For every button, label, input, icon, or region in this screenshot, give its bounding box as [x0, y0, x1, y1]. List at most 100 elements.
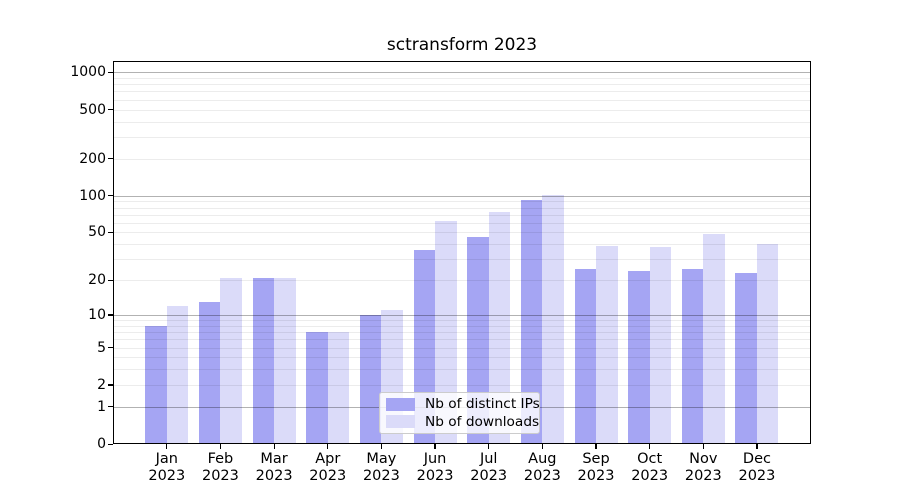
x-tick-label-nov: Nov 2023: [685, 451, 722, 484]
x-tick-year-feb: 2023: [201, 467, 239, 484]
legend-row-distinct-ips: Nb of distinct IPs: [386, 396, 540, 413]
gridline-minor-50: [113, 232, 811, 234]
x-tick-year-may: 2023: [362, 467, 400, 484]
x-tick-month-feb: Feb: [207, 451, 234, 467]
legend-swatch-distinct-ips: [386, 397, 415, 411]
y-tick-label-20: 20: [88, 272, 106, 289]
x-tick-year-oct: 2023: [631, 467, 669, 484]
y-tick-10: [108, 314, 113, 316]
y-tick-label-1000: 1000: [70, 64, 106, 81]
x-tick-label-mar: Mar 2023: [256, 451, 293, 484]
gridline-minor-7: [113, 332, 811, 334]
bar-downloads-jan: [166, 306, 189, 444]
x-tick-feb: [219, 444, 222, 449]
bar-downloads-apr: [327, 332, 350, 444]
bar-distinct-ips-feb: [198, 302, 221, 444]
y-tick-label-200: 200: [79, 150, 106, 167]
x-tick-jun: [434, 444, 436, 449]
bar-downloads-mar: [274, 277, 296, 444]
x-tick-year-mar: 2023: [255, 467, 293, 484]
gridline-minor-300: [113, 136, 811, 138]
gridline-major-100: [113, 195, 811, 197]
x-tick-month-jan: Jan: [155, 451, 178, 467]
bar-distinct-ips-aug: [520, 200, 543, 444]
x-tick-aug: [541, 444, 543, 449]
y-tick-0: [108, 443, 113, 445]
y-tick-1: [108, 406, 113, 408]
x-tick-label-jun: Jun 2023: [417, 451, 454, 484]
y-tick-2: [108, 384, 113, 386]
y-tick-label-1: 1: [97, 398, 106, 415]
x-tick-label-jan: Jan 2023: [148, 451, 185, 484]
bar-downloads-feb: [220, 277, 242, 444]
gridline-minor-4: [113, 357, 811, 359]
y-tick-50: [108, 231, 113, 234]
y-tick-200: [108, 158, 113, 160]
gridline-minor-700: [113, 91, 811, 93]
bar-downloads-aug: [542, 195, 564, 444]
x-tick-month-jun: Jun: [423, 451, 447, 467]
x-tick-year-jun: 2023: [416, 467, 454, 484]
gridline-minor-70: [113, 214, 811, 216]
gridline-minor-2: [113, 384, 811, 386]
x-tick-year-jul: 2023: [470, 467, 508, 484]
x-tick-month-may: May: [366, 451, 397, 467]
x-tick-month-sep: Sep: [582, 451, 610, 467]
bar-distinct-ips-mar: [252, 277, 275, 444]
x-tick-dec: [756, 444, 758, 449]
y-tick-label-50: 50: [88, 224, 106, 241]
x-tick-label-sep: Sep 2023: [578, 451, 615, 484]
y-tick-5: [108, 347, 113, 349]
gridline-major-1000: [113, 72, 811, 74]
bar-distinct-ips-nov: [681, 268, 704, 444]
gridline-minor-200: [113, 158, 811, 160]
bar-downloads-sep: [596, 245, 618, 444]
x-tick-year-apr: 2023: [309, 467, 347, 484]
gridline-minor-40: [113, 244, 811, 246]
gridline-minor-900: [113, 77, 811, 79]
y-tick-label-500: 500: [79, 101, 106, 118]
bar-downloads-jul: [488, 212, 511, 444]
x-tick-label-jul: Jul 2023: [470, 451, 507, 484]
bar-downloads-nov: [703, 233, 725, 444]
gridline-minor-600: [113, 99, 811, 101]
y-tick-20: [108, 279, 113, 281]
legend-label-distinct-ips: Nb of distinct IPs: [425, 396, 540, 413]
x-tick-label-oct: Oct 2023: [631, 451, 668, 484]
bar-distinct-ips-sep: [574, 268, 596, 444]
legend-swatch-downloads: [386, 415, 415, 429]
bar-distinct-ips-dec: [735, 273, 757, 444]
x-tick-month-nov: Nov: [689, 451, 718, 467]
x-tick-nov: [702, 444, 704, 449]
x-tick-year-aug: 2023: [523, 467, 561, 484]
x-tick-label-feb: Feb 2023: [202, 451, 239, 484]
x-tick-label-may: May 2023: [363, 451, 400, 484]
x-tick-month-aug: Aug: [528, 451, 557, 467]
chart-title: sctransform 2023: [386, 35, 538, 55]
x-tick-oct: [649, 444, 651, 449]
x-tick-label-aug: Aug 2023: [524, 451, 561, 484]
gridline-minor-400: [113, 121, 811, 123]
bar-downloads-jun: [435, 221, 457, 444]
gridline-minor-500: [113, 109, 811, 111]
x-tick-apr: [327, 444, 329, 449]
x-tick-jul: [488, 444, 490, 449]
y-tick-label-2: 2: [97, 376, 106, 393]
x-tick-year-dec: 2023: [738, 467, 776, 484]
x-tick-mar: [273, 444, 275, 449]
gridline-major-10: [113, 314, 811, 316]
y-tick-label-100: 100: [79, 187, 106, 204]
gridline-minor-800: [113, 84, 811, 86]
gridline-minor-8: [113, 325, 811, 327]
y-tick-label-5: 5: [97, 339, 106, 356]
gridline-minor-20: [113, 280, 811, 282]
legend-row-downloads: Nb of downloads: [386, 413, 539, 430]
gridline-minor-5: [113, 347, 811, 349]
chart-legend: Nb of distinct IPs Nb of downloads: [379, 392, 540, 434]
bar-downloads-dec: [756, 244, 779, 444]
y-tick-label-0: 0: [97, 436, 106, 452]
gridline-minor-30: [113, 259, 811, 261]
x-tick-month-oct: Oct: [637, 451, 663, 467]
gridline-minor-9: [113, 320, 811, 322]
